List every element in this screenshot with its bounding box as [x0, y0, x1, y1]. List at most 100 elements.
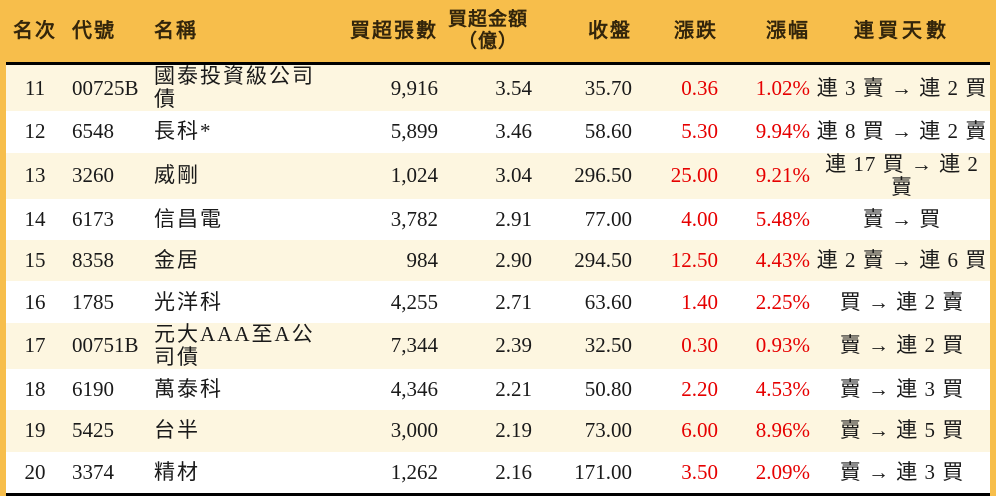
cell-amount: 2.39 — [495, 334, 532, 358]
cell-rank: 16 — [24, 290, 46, 314]
cell-volume: 3,000 — [390, 419, 438, 443]
cell-streak: 買 → 連 2 賣 — [839, 290, 965, 314]
cell-code: 6173 — [72, 207, 114, 231]
table-header-row: 名次 代號 名稱 買超張數 買超金額 （億） 收盤 漲跌 漲幅 連買天數 — [6, 0, 990, 62]
cell-streak: 賣 → 連 3 買 — [839, 460, 965, 484]
cell-close: 63.60 — [584, 290, 632, 314]
cell-pct: 2.25% — [755, 290, 810, 314]
cell-pct: 8.96% — [755, 419, 810, 443]
cell-close: 35.70 — [584, 76, 632, 100]
cell-volume: 9,916 — [390, 76, 438, 100]
cell-name: 元大AAA至A公司債 — [154, 322, 315, 369]
column-header-streak: 連買天數 — [854, 20, 950, 42]
cell-streak: 連 3 賣 → 連 2 買 — [816, 76, 988, 100]
table-row-rank-13: 13 3260 威剛 1,024 3.04 296.50 25.00 9.21% 連 17 買 … — [6, 152, 990, 199]
cell-name: 精材 — [154, 460, 200, 484]
cell-pct: 4.43% — [755, 249, 810, 273]
cell-close: 73.00 — [584, 419, 632, 443]
cell-pct: 9.21% — [755, 164, 810, 188]
cell-pct: 0.93% — [755, 334, 810, 358]
cell-streak: 賣 → 買 — [862, 207, 942, 231]
cell-name: 威剛 — [154, 164, 200, 188]
cell-change: 2.20 — [681, 378, 718, 402]
cell-streak: 賣 → 連 3 買 — [839, 378, 965, 402]
cell-rank: 13 — [24, 164, 46, 188]
cell-rank: 12 — [24, 120, 46, 144]
cell-close: 296.50 — [574, 164, 632, 188]
cell-pct: 4.53% — [755, 378, 810, 402]
cell-name: 信昌電 — [154, 207, 223, 231]
cell-name: 長科* — [154, 120, 213, 144]
cell-pct: 1.02% — [755, 76, 810, 100]
table-row-rank-15: 15 8358 金居 984 2.90 294.50 12.50 4.43% 連 2 賣 → 連… — [6, 240, 990, 282]
cell-code: 1785 — [72, 290, 114, 314]
cell-change: 1.40 — [681, 290, 718, 314]
cell-volume: 1,262 — [390, 460, 438, 484]
cell-code: 3374 — [72, 460, 114, 484]
cell-change: 0.30 — [681, 334, 718, 358]
cell-change: 25.00 — [670, 164, 718, 188]
cell-rank: 19 — [24, 419, 46, 443]
cell-close: 50.80 — [584, 378, 632, 402]
cell-amount: 2.19 — [495, 419, 532, 443]
cell-close: 77.00 — [584, 207, 632, 231]
cell-volume: 984 — [406, 249, 439, 273]
header-divider — [6, 62, 990, 65]
cell-name: 金居 — [154, 249, 200, 273]
cell-change: 6.00 — [681, 419, 718, 443]
cell-streak: 連 2 賣 → 連 6 買 — [816, 249, 988, 273]
cell-name: 國泰投資級公司債 — [154, 65, 315, 112]
table-row-rank-16: 16 1785 光洋科 4,255 2.71 63.60 1.40 2.25% 買 → 連 2 … — [6, 281, 990, 323]
cell-streak: 賣 → 連 2 買 — [839, 334, 965, 358]
cell-code: 6548 — [72, 120, 114, 144]
table-row-rank-12: 12 6548 長科* 5,899 3.46 58.60 5.30 9.94% 連 8 買 → … — [6, 111, 990, 153]
cell-streak: 連 17 買 → 連 2 賣 — [825, 152, 979, 199]
column-header-pct: 漲幅 — [766, 20, 810, 42]
cell-name: 萬泰科 — [154, 378, 223, 402]
cell-amount: 3.46 — [495, 120, 532, 144]
cell-change: 4.00 — [681, 207, 718, 231]
table-row-rank-20: 20 3374 精材 1,262 2.16 171.00 3.50 2.09% 賣 → 連 3 … — [6, 451, 990, 493]
column-header-rank: 名次 — [13, 20, 57, 42]
cell-pct: 2.09% — [755, 460, 810, 484]
column-header-name: 名稱 — [154, 20, 198, 42]
cell-close: 294.50 — [574, 249, 632, 273]
cell-amount: 2.71 — [495, 290, 532, 314]
table-row-rank-19: 19 5425 台半 3,000 2.19 73.00 6.00 8.96% 賣 → 連 5 買 — [6, 410, 990, 452]
cell-rank: 18 — [24, 378, 46, 402]
cell-streak: 連 8 買 → 連 2 賣 — [816, 120, 988, 144]
column-header-code: 代號 — [72, 20, 116, 42]
cell-rank: 11 — [24, 76, 46, 100]
cell-rank: 17 — [24, 334, 46, 358]
cell-volume: 7,344 — [390, 334, 438, 358]
cell-name: 台半 — [154, 419, 200, 443]
cell-name: 光洋科 — [154, 290, 223, 314]
cell-volume: 3,782 — [390, 207, 438, 231]
cell-change: 0.36 — [681, 76, 718, 100]
cell-volume: 1,024 — [390, 164, 438, 188]
cell-amount: 2.16 — [495, 460, 532, 484]
cell-pct: 5.48% — [755, 207, 810, 231]
table-body: 11 00725B 國泰投資級公司債 9,916 3.54 35.70 0.36 1.02% 連… — [6, 65, 990, 493]
cell-rank: 20 — [24, 460, 46, 484]
cell-volume: 4,346 — [390, 378, 438, 402]
cell-code: 00725B — [72, 76, 139, 100]
cell-code: 5425 — [72, 419, 114, 443]
column-header-volume: 買超張數 — [350, 20, 438, 42]
cell-rank: 14 — [24, 207, 46, 231]
cell-change: 12.50 — [670, 249, 718, 273]
cell-close: 171.00 — [574, 460, 632, 484]
cell-amount: 3.54 — [495, 76, 532, 100]
cell-amount: 2.91 — [495, 207, 532, 231]
cell-pct: 9.94% — [755, 120, 810, 144]
table-row-rank-17: 17 00751B 元大AAA至A公司債 7,344 2.39 32.50 0.30 0.93… — [6, 322, 990, 369]
cell-code: 3260 — [72, 164, 114, 188]
table-row-rank-11: 11 00725B 國泰投資級公司債 9,916 3.54 35.70 0.36 1.02% 連… — [6, 65, 990, 112]
table-row-rank-14: 14 6173 信昌電 3,782 2.91 77.00 4.00 5.48% 賣 → 買 — [6, 198, 990, 241]
cell-code: 8358 — [72, 249, 114, 273]
cell-rank: 15 — [24, 249, 46, 273]
column-header-close: 收盤 — [588, 20, 632, 42]
bottom-divider — [6, 493, 990, 496]
cell-close: 32.50 — [584, 334, 632, 358]
table-row-rank-18: 18 6190 萬泰科 4,346 2.21 50.80 2.20 4.53% 賣 → 連 3 … — [6, 368, 990, 411]
